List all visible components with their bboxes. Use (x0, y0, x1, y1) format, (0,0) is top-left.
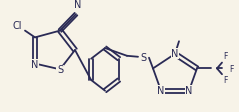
Text: N: N (157, 86, 165, 96)
Text: F: F (229, 65, 233, 74)
Text: Cl: Cl (12, 21, 22, 31)
Text: S: S (57, 65, 63, 75)
Text: N: N (185, 86, 193, 96)
Text: N: N (31, 59, 39, 70)
Text: N: N (74, 0, 82, 10)
Text: F: F (223, 52, 227, 61)
Text: F: F (223, 76, 227, 85)
Text: N: N (171, 49, 179, 59)
Text: S: S (140, 53, 146, 63)
